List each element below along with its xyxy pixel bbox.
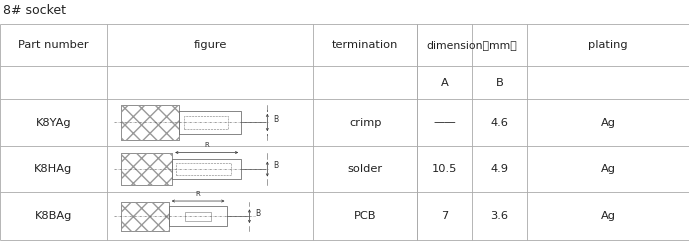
Text: Ag: Ag bbox=[601, 164, 615, 174]
Text: PCB: PCB bbox=[354, 211, 376, 221]
Text: ——: —— bbox=[433, 118, 456, 127]
Bar bbox=[121, 201, 169, 231]
Text: K8YAg: K8YAg bbox=[36, 118, 71, 127]
Text: figure: figure bbox=[194, 40, 227, 50]
Text: Ag: Ag bbox=[601, 211, 615, 221]
Text: 3.6: 3.6 bbox=[491, 211, 508, 221]
Text: A: A bbox=[440, 78, 449, 88]
Text: Ag: Ag bbox=[601, 118, 615, 127]
Text: B: B bbox=[273, 161, 278, 171]
Text: B: B bbox=[255, 209, 260, 218]
Bar bbox=[179, 111, 241, 134]
Bar bbox=[121, 105, 179, 140]
Bar bbox=[121, 105, 179, 140]
Bar bbox=[176, 163, 231, 175]
Text: 4.6: 4.6 bbox=[491, 118, 508, 127]
Text: crimp: crimp bbox=[349, 118, 382, 127]
Bar bbox=[121, 201, 169, 231]
Text: K8BAg: K8BAg bbox=[34, 211, 72, 221]
Text: 10.5: 10.5 bbox=[432, 164, 457, 174]
Bar bbox=[185, 212, 212, 220]
Text: dimension（mm）: dimension（mm） bbox=[426, 40, 517, 50]
Text: B: B bbox=[273, 114, 278, 123]
Text: 4.9: 4.9 bbox=[491, 164, 508, 174]
Text: plating: plating bbox=[588, 40, 628, 50]
Bar bbox=[121, 153, 172, 185]
Bar bbox=[169, 206, 227, 226]
Text: termination: termination bbox=[332, 40, 398, 50]
Text: R: R bbox=[205, 142, 209, 148]
Bar bbox=[184, 116, 227, 129]
Text: B: B bbox=[495, 78, 504, 88]
Bar bbox=[172, 159, 241, 179]
Text: solder: solder bbox=[348, 164, 382, 174]
Bar bbox=[121, 153, 172, 185]
Text: 7: 7 bbox=[441, 211, 448, 221]
Text: R: R bbox=[196, 191, 200, 197]
Text: Part number: Part number bbox=[18, 40, 89, 50]
Text: 8# socket: 8# socket bbox=[3, 4, 66, 17]
Text: K8HAg: K8HAg bbox=[34, 164, 72, 174]
